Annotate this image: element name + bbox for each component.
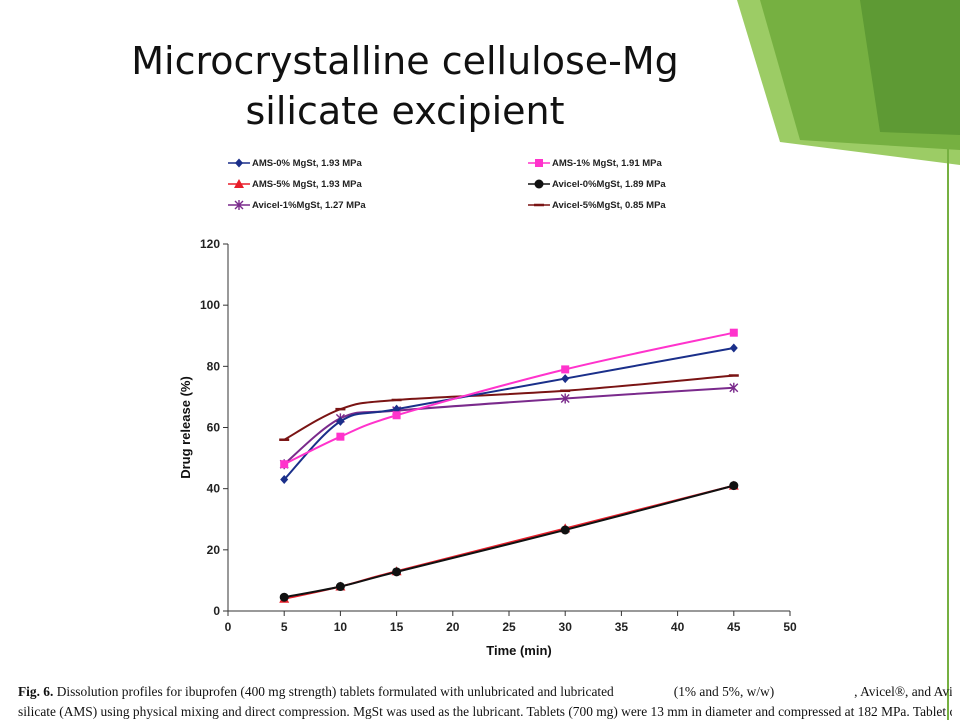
series-4-point [729, 382, 739, 393]
chart-legend: AMS-0% MgSt, 1.93 MPa AMS-1% MgSt, 1.91 M… [228, 158, 698, 220]
y-tick-label: 60 [207, 421, 221, 435]
caption-label: Fig. 6. [18, 684, 54, 699]
x-tick-label: 25 [502, 620, 516, 634]
series-3-point [560, 525, 570, 535]
legend-label: AMS-0% MgSt, 1.93 MPa [252, 158, 362, 169]
slide-title-line2: silicate excipient [245, 89, 565, 133]
x-tick-label: 20 [446, 620, 460, 634]
legend-item: Avicel-1%MgSt, 1.27 MPa [228, 200, 366, 211]
x-axis-label: Time (min) [486, 643, 552, 658]
caption-line2: silicate (AMS) using physical mixing and… [18, 704, 952, 719]
series-3-point [335, 582, 345, 592]
legend-label: Avicel-5%MgSt, 0.85 MPa [552, 200, 666, 211]
legend-swatch [528, 159, 550, 168]
ribbon-dark [860, 0, 960, 135]
legend-swatch [528, 204, 550, 207]
x-tick-label: 5 [281, 620, 288, 634]
y-tick-label: 40 [207, 482, 221, 496]
legend-label: AMS-5% MgSt, 1.93 MPa [252, 179, 362, 190]
series-3-markers [279, 481, 739, 602]
legend-item: AMS-1% MgSt, 1.91 MPa [528, 158, 662, 169]
series-3-point [392, 567, 402, 577]
y-tick-label: 120 [200, 237, 220, 251]
slide-title-line1: Microcrystalline cellulose-Mg [131, 39, 679, 83]
series-3-point [279, 592, 289, 602]
series-5-line [283, 374, 734, 441]
caption-line1-end: , Avicel®, and Avicel-Mg [854, 684, 952, 699]
legend-swatch [228, 158, 250, 168]
series-1-point [336, 432, 345, 441]
legend-label: Avicel-1%MgSt, 1.27 MPa [252, 200, 366, 211]
series-0-point [280, 474, 289, 484]
caption-line1-mid: (1% and 5%, w/w) [673, 684, 775, 699]
legend-swatch-marker [234, 179, 244, 189]
legend-swatch [228, 200, 250, 211]
x-tick-label: 10 [334, 620, 348, 634]
y-tick-label: 100 [200, 298, 220, 312]
series-4-line [283, 386, 734, 465]
x-tick-label: 40 [671, 620, 685, 634]
legend-label: AMS-1% MgSt, 1.91 MPa [552, 158, 662, 169]
series-1-line [283, 331, 735, 466]
legend-swatch-marker [235, 158, 243, 168]
slide-title: Microcrystalline cellulose-Mg silicate e… [60, 36, 750, 136]
x-tick-label: 0 [225, 620, 232, 634]
x-tick-label: 50 [783, 620, 797, 634]
x-tick-label: 15 [390, 620, 404, 634]
legend-item: Avicel-5%MgSt, 0.85 MPa [528, 200, 666, 211]
series-0-line [283, 346, 734, 481]
y-tick-label: 80 [207, 359, 221, 373]
series-0-point [561, 374, 570, 384]
figure-caption: Fig. 6. Dissolution profiles for ibuprof… [18, 682, 952, 722]
series-0-point [336, 416, 345, 426]
legend-swatch-marker [535, 159, 543, 168]
series-4-markers [279, 382, 739, 470]
legend-swatch [228, 179, 250, 189]
legend-label: Avicel-0%MgSt, 1.89 MPa [552, 179, 666, 190]
x-tick-label: 45 [727, 620, 741, 634]
legend-item: AMS-0% MgSt, 1.93 MPa [228, 158, 362, 169]
series-1-markers [280, 328, 738, 469]
caption-line1-text: Dissolution profiles for ibuprofen (400 … [53, 684, 614, 699]
series-5-markers [279, 374, 739, 441]
x-tick-label: 30 [559, 620, 573, 634]
series-1-point [392, 411, 401, 420]
y-tick-label: 0 [213, 604, 220, 618]
series-1-point [280, 460, 289, 469]
series-1-point [729, 328, 738, 337]
x-tick-label: 35 [615, 620, 629, 634]
legend-swatch-marker [534, 179, 544, 189]
y-axis-label: Drug release (%) [178, 376, 193, 479]
y-tick-label: 20 [207, 543, 221, 557]
series-4-point [560, 393, 570, 404]
series-3-point [729, 481, 739, 491]
legend-item: Avicel-0%MgSt, 1.89 MPa [528, 179, 666, 190]
series-1-point [561, 365, 570, 374]
legend-item: AMS-5% MgSt, 1.93 MPa [228, 179, 362, 190]
legend-swatch [528, 179, 550, 189]
series-0-point [729, 343, 738, 353]
caption-line1: Fig. 6. Dissolution profiles for ibuprof… [18, 682, 952, 702]
legend-swatch-marker [234, 200, 244, 211]
